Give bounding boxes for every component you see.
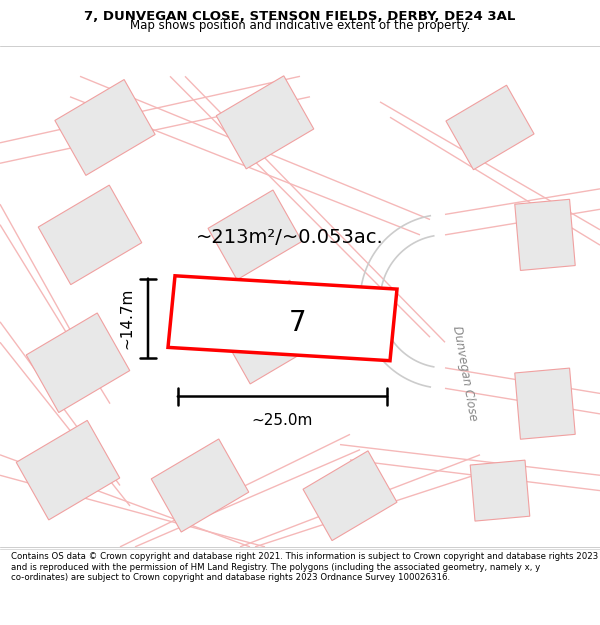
Polygon shape [168, 276, 397, 361]
Polygon shape [216, 76, 314, 169]
Polygon shape [515, 368, 575, 439]
Text: ~25.0m: ~25.0m [252, 413, 313, 428]
Polygon shape [208, 190, 302, 280]
Polygon shape [470, 460, 530, 521]
Polygon shape [446, 85, 534, 170]
Text: 7, DUNVEGAN CLOSE, STENSON FIELDS, DERBY, DE24 3AL: 7, DUNVEGAN CLOSE, STENSON FIELDS, DERBY… [85, 10, 515, 23]
Text: Dunvegan Close: Dunvegan Close [450, 324, 480, 421]
Polygon shape [515, 199, 575, 271]
Text: Contains OS data © Crown copyright and database right 2021. This information is : Contains OS data © Crown copyright and d… [11, 552, 598, 582]
Text: ~213m²/~0.053ac.: ~213m²/~0.053ac. [196, 229, 384, 248]
Text: Map shows position and indicative extent of the property.: Map shows position and indicative extent… [130, 19, 470, 32]
Polygon shape [55, 79, 155, 176]
Polygon shape [303, 451, 397, 541]
Polygon shape [151, 439, 249, 532]
Polygon shape [16, 421, 120, 520]
Text: 7: 7 [289, 309, 307, 338]
Text: ~14.7m: ~14.7m [119, 288, 134, 349]
Polygon shape [38, 185, 142, 284]
Polygon shape [216, 280, 324, 384]
Polygon shape [26, 313, 130, 412]
